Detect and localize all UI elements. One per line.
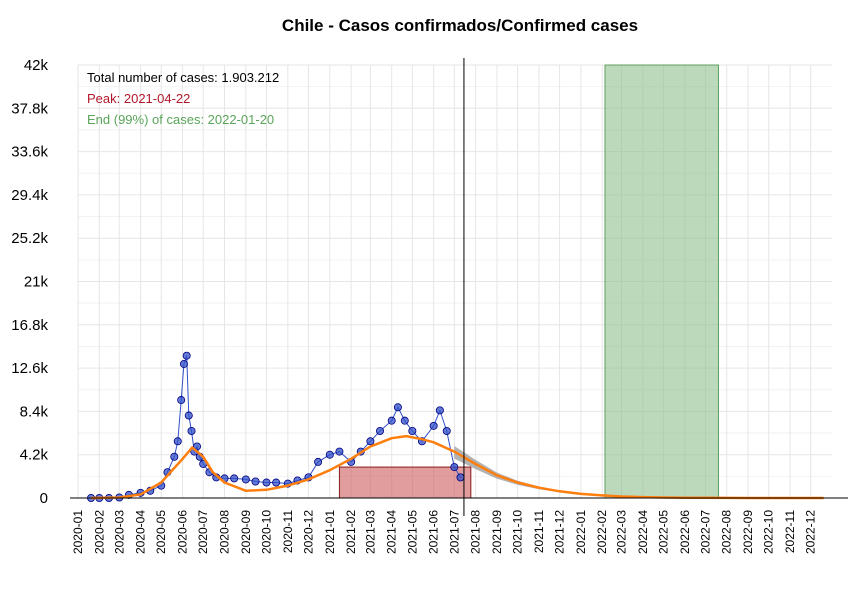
x-tick-label: 2020-08 [218, 510, 232, 554]
x-tick-label: 2021-04 [385, 510, 399, 554]
observed-point [393, 403, 402, 412]
x-tick-label: 2021-01 [323, 510, 337, 554]
y-tick-label: 37.8k [11, 100, 48, 117]
observed-point [262, 478, 271, 487]
y-tick-label: 4.2k [20, 447, 49, 464]
x-tick-label: 2022-02 [595, 510, 609, 554]
x-tick-label: 2021-02 [344, 510, 358, 554]
x-tick-label: 2022-01 [574, 510, 588, 554]
x-tick-label: 2022-11 [783, 510, 797, 553]
x-tick-label: 2020-02 [92, 510, 106, 554]
x-tick-label: 2021-07 [447, 510, 461, 554]
observed-point [442, 426, 451, 435]
observed-point [170, 452, 179, 461]
y-tick-label: 29.4k [11, 187, 48, 204]
observed-point [241, 475, 250, 484]
x-tick-label: 2020-06 [176, 510, 190, 554]
observed-point [366, 437, 375, 446]
annotation-text: End (99%) of cases: 2022-01-20 [87, 112, 274, 127]
observed-point [272, 478, 281, 487]
observed-point [187, 426, 196, 435]
observed-point [251, 477, 260, 486]
observed-point [173, 437, 182, 446]
x-tick-label: 2022-07 [698, 510, 712, 554]
observed-point [408, 426, 417, 435]
observed-point [184, 411, 193, 420]
x-tick-label: 2022-04 [636, 510, 650, 554]
x-tick-label: 2021-08 [469, 510, 483, 554]
x-tick-label: 2020-03 [112, 510, 126, 554]
chart-title: Chile - Casos confirmados/Confirmed case… [282, 16, 638, 35]
observed-point [314, 457, 323, 466]
observed-point [429, 421, 438, 430]
x-tick-label: 2020-10 [260, 510, 274, 554]
observed-point [182, 351, 191, 360]
y-tick-label: 33.6k [11, 144, 48, 161]
x-tick-label: 2020-05 [154, 510, 168, 554]
x-tick-label: 2020-09 [239, 510, 253, 554]
observed-point [325, 450, 334, 459]
x-tick-label: 2022-05 [656, 510, 670, 554]
observed-point [177, 396, 186, 405]
x-tick-label: 2022-08 [720, 510, 734, 554]
observed-point [179, 359, 188, 368]
observed-point [456, 473, 465, 482]
shaded-region [604, 64, 719, 499]
x-tick-label: 2022-12 [804, 510, 818, 554]
x-tick-label: 2021-03 [363, 510, 377, 554]
x-tick-label: 2021-12 [553, 510, 567, 554]
annotation-text: Total number of cases: 1.903.212 [87, 70, 279, 85]
annotation-text: Peak: 2021-04-22 [87, 91, 190, 106]
shaded-regions [338, 64, 719, 499]
y-axis-ticks: 0 4.2k 8.4k 12.6k 16.8k 21k 25.2k 29.4k 33.6k 37.… [11, 57, 48, 507]
observed-point [230, 474, 239, 483]
observed-point [335, 447, 344, 456]
x-tick-label: 2022-09 [741, 510, 755, 554]
x-tick-label: 2021-11 [532, 510, 546, 553]
y-tick-label: 12.6k [11, 360, 48, 377]
observed-point [435, 406, 444, 415]
y-tick-label: 16.8k [11, 317, 48, 334]
x-axis-ticks: 2020-01 2020-02 2020-03 2020-04 2020-05 2020-… [71, 510, 818, 554]
observed-point [387, 416, 396, 425]
y-tick-label: 21k [24, 274, 49, 291]
annotations: Total number of cases: 1.903.212 Peak: 20… [87, 70, 279, 127]
x-tick-label: 2020-11 [281, 510, 295, 553]
x-tick-label: 2021-10 [511, 510, 525, 554]
y-tick-label: 0 [40, 490, 48, 507]
x-tick-label: 2020-04 [134, 510, 148, 554]
y-tick-label: 8.4k [20, 403, 49, 420]
x-tick-label: 2022-03 [614, 510, 628, 554]
x-tick-label: 2022-10 [762, 510, 776, 554]
y-tick-label: 42k [24, 57, 49, 74]
x-tick-label: 2021-06 [427, 510, 441, 554]
observed-point [376, 426, 385, 435]
observed-point [400, 416, 409, 425]
x-tick-label: 2020-07 [196, 510, 210, 554]
x-tick-label: 2021-09 [490, 510, 504, 554]
observed-point [450, 463, 459, 472]
x-tick-label: 2020-12 [301, 510, 315, 554]
y-tick-label: 25.2k [11, 230, 48, 247]
x-tick-label: 2022-06 [678, 510, 692, 554]
x-tick-label: 2020-01 [71, 510, 85, 554]
shaded-region [338, 466, 472, 499]
x-tick-label: 2021-05 [405, 510, 419, 554]
